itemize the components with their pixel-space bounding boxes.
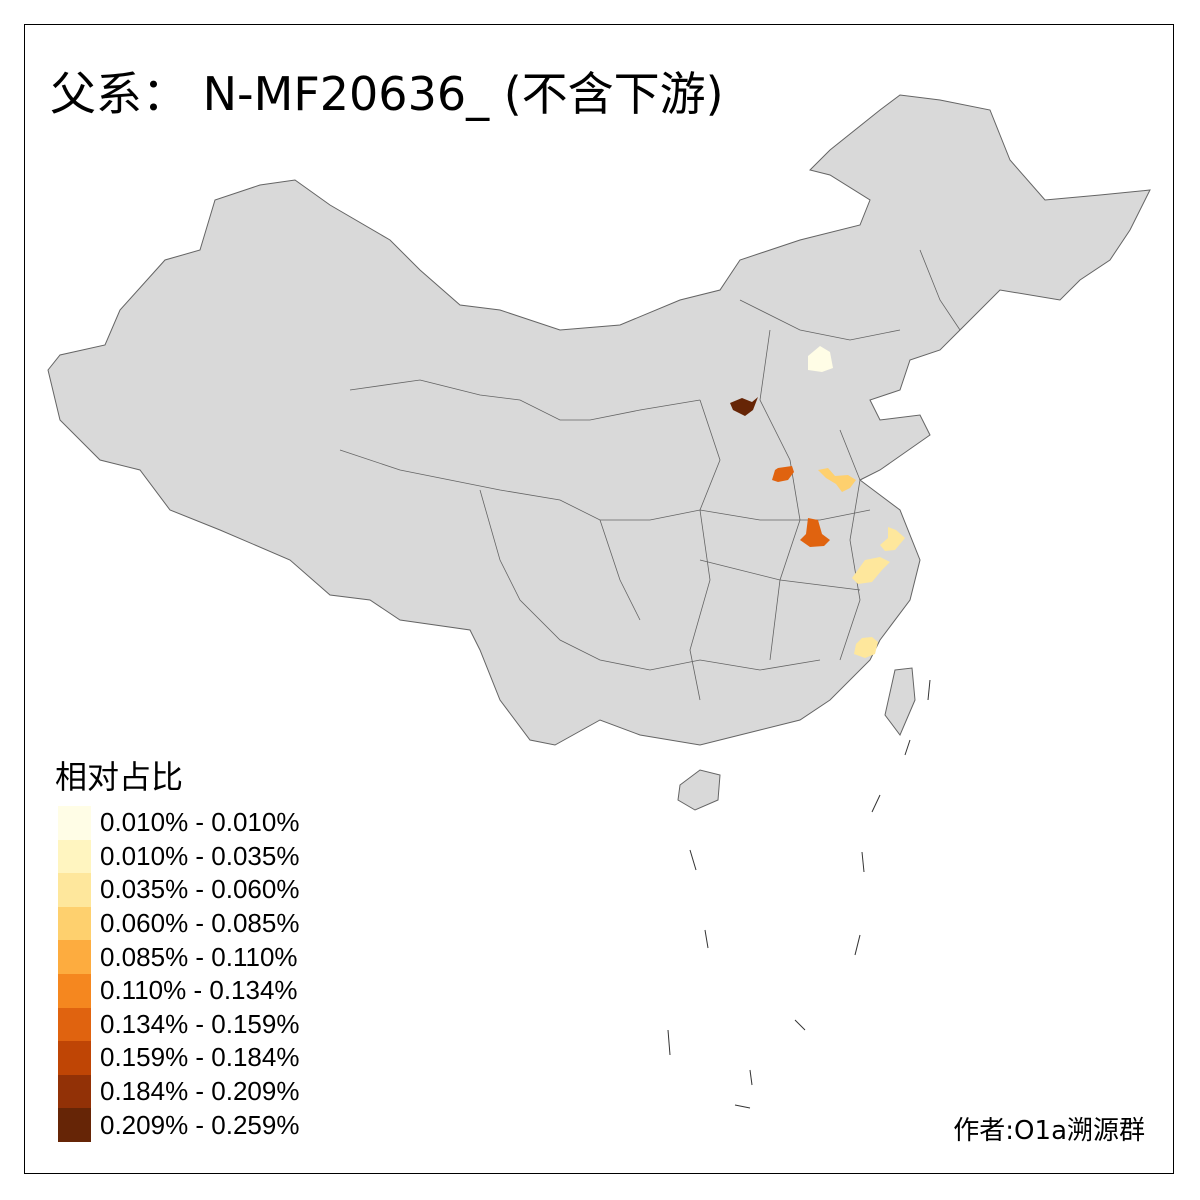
legend-label: 0.060% - 0.085% — [100, 908, 300, 939]
legend-item: 0.010% - 0.035% — [58, 839, 300, 874]
legend-item: 0.134% - 0.159% — [58, 1007, 300, 1042]
legend-label: 0.110% - 0.134% — [100, 975, 298, 1006]
hainan-island — [677, 769, 721, 811]
legend: 0.010% - 0.010% 0.010% - 0.035% 0.035% - 0… — [58, 806, 299, 1142]
legend-swatch — [58, 839, 91, 874]
map-title: 父系： N-MF20636_ (不含下游) — [50, 67, 724, 121]
legend-label: 0.134% - 0.159% — [100, 1008, 300, 1039]
region-hubei-north — [800, 518, 830, 547]
legend-label: 0.159% - 0.184% — [100, 1042, 300, 1073]
province-borders — [339, 249, 961, 701]
legend-item: 0.184% - 0.209% — [58, 1074, 300, 1109]
legend-item: 0.060% - 0.085% — [58, 906, 300, 941]
legend-swatch — [58, 1041, 91, 1075]
region-shandong-border — [818, 468, 856, 492]
legend-item: 0.209% - 0.259% — [58, 1108, 299, 1142]
region-shanxi-north — [730, 397, 758, 416]
legend-swatch — [58, 1007, 91, 1042]
legend-label: 0.209% - 0.259% — [100, 1109, 300, 1140]
region-fujian — [854, 637, 878, 658]
legend-swatch — [58, 1074, 91, 1109]
legend-item: 0.110% - 0.134% — [58, 973, 299, 1008]
legend-swatch — [58, 873, 91, 907]
legend-label: 0.184% - 0.209% — [100, 1076, 300, 1107]
south-china-sea-islands — [667, 679, 931, 1109]
legend-swatch — [58, 940, 91, 974]
legend-title: 相对占比 — [55, 758, 184, 796]
plot-frame — [24, 24, 1174, 1174]
legend-swatch — [58, 1108, 91, 1142]
legend-item: 0.085% - 0.110% — [58, 940, 299, 974]
legend-label: 0.010% - 0.010% — [100, 807, 300, 838]
legend-label: 0.035% - 0.060% — [100, 874, 300, 905]
region-anhui-zhejiang — [852, 557, 890, 584]
legend-swatch — [58, 973, 91, 1008]
region-beijing — [808, 346, 833, 372]
region-henan-west — [772, 466, 794, 482]
legend-swatch — [58, 806, 91, 840]
legend-label: 0.085% - 0.110% — [100, 941, 298, 972]
legend-item: 0.010% - 0.010% — [58, 806, 299, 840]
author-credit: 作者:O1a溯源群 — [953, 1116, 1145, 1146]
legend-swatch — [58, 906, 91, 941]
mainland-outline — [47, 94, 1151, 746]
legend-item: 0.035% - 0.060% — [58, 873, 299, 907]
legend-item: 0.159% - 0.184% — [58, 1041, 299, 1075]
legend-label: 0.010% - 0.035% — [100, 840, 300, 871]
region-jiangsu — [880, 527, 905, 551]
taiwan-island — [884, 667, 916, 736]
